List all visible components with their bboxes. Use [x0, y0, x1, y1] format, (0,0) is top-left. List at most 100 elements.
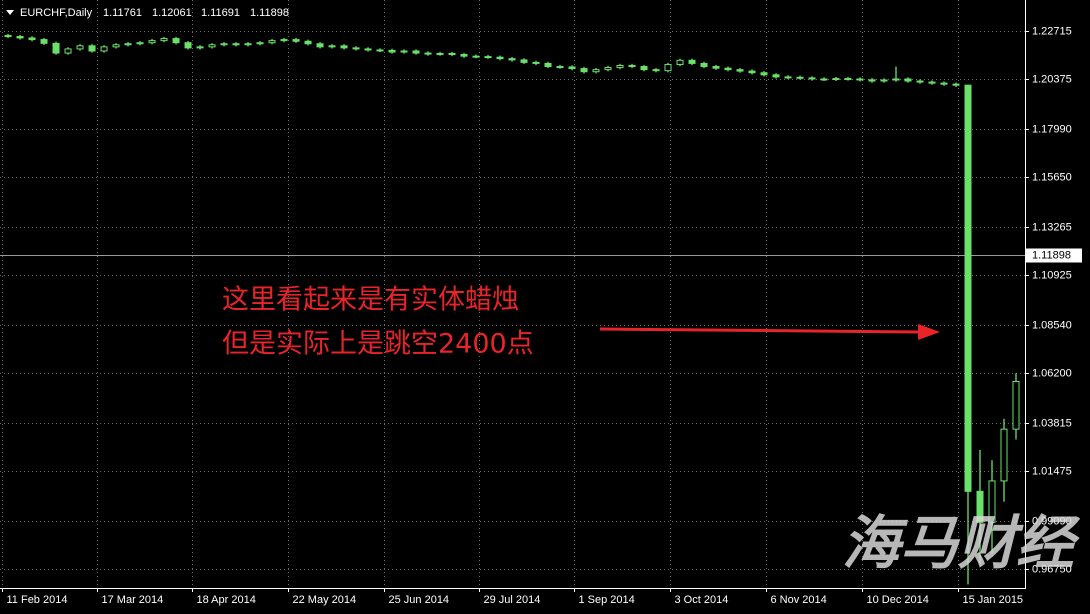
annotation: 但是实际上是跳空2400点 [222, 329, 534, 360]
x-tick-label: 11 Feb 2014 [7, 594, 68, 606]
candle-body [400, 50, 408, 53]
candle-body [124, 43, 132, 46]
candle-body [652, 69, 660, 72]
candle-body [616, 64, 624, 69]
candle-body [964, 84, 972, 492]
candle-body [256, 42, 264, 45]
arrow-head [918, 324, 940, 340]
candle-body [928, 81, 936, 84]
candle-body [376, 49, 384, 52]
candle-body [760, 72, 768, 76]
menu-triangle[interactable] [6, 10, 14, 15]
candle-body [112, 44, 120, 48]
candle-body [568, 66, 576, 70]
candle-body [580, 68, 588, 73]
x-tick-label: 17 Mar 2014 [102, 594, 164, 606]
candle-body [232, 43, 240, 46]
candle-body [1000, 428, 1008, 482]
watermark: 海马财经 [842, 509, 1081, 577]
candle-body [856, 78, 864, 81]
candle-body [628, 64, 636, 68]
header-low: 1.11691 [201, 7, 240, 19]
candle-body [292, 39, 300, 42]
candle-body [16, 35, 24, 39]
price-tag-label: 1.11898 [1032, 249, 1071, 261]
candle-body [664, 63, 672, 72]
candle-body [688, 59, 696, 64]
candle-body [604, 67, 612, 71]
x-tick-label: 15 Jan 2015 [963, 594, 1024, 606]
x-tick-label: 3 Oct 2014 [675, 594, 729, 606]
candle-body [880, 79, 888, 82]
candle-body [988, 480, 996, 523]
candle-body [772, 74, 780, 78]
candle-body [952, 83, 960, 86]
candle-body [700, 62, 708, 68]
candle-body [676, 59, 684, 65]
axis-labels: 1.22715 1.20375 1.17990 1.15650 1.13265 1.109… [7, 25, 1082, 606]
candle-body [244, 43, 252, 46]
candle-body [832, 78, 840, 81]
x-tick-label: 22 May 2014 [293, 594, 357, 606]
candle-body [184, 42, 192, 49]
candle-body [196, 46, 204, 49]
candle-body [136, 42, 144, 45]
candle-body [820, 78, 828, 81]
candle-body [364, 48, 372, 51]
candle-body [532, 61, 540, 64]
header-high: 1.12061 [152, 7, 192, 19]
y-tick-label: 1.08540 [1032, 319, 1072, 331]
candle-body [460, 54, 468, 57]
price-tag [1026, 248, 1082, 263]
candles [4, 33, 1020, 585]
x-tick-label: 18 Apr 2014 [197, 594, 256, 606]
candle-body [844, 78, 852, 81]
candle-body [88, 45, 96, 52]
annotation: 这里看起来是有实体蜡烛 [222, 285, 519, 316]
candle-body [544, 62, 552, 68]
candle-body [916, 80, 924, 83]
y-tick-label: 1.22715 [1032, 25, 1072, 37]
arrow-shaft [599, 327, 923, 334]
candle-body [424, 52, 432, 55]
candle-body [556, 66, 564, 69]
candle-body [640, 66, 648, 71]
x-tick-label: 29 Jul 2014 [484, 594, 541, 606]
candle-body [508, 58, 516, 61]
grid [0, 0, 1029, 592]
candle-body [304, 40, 312, 45]
candle-body [4, 34, 12, 37]
candle-body [940, 82, 948, 85]
candle-body [808, 77, 816, 80]
candle-body [904, 78, 912, 82]
candle-body [1012, 380, 1020, 430]
candle-body [172, 38, 180, 44]
candle-body [316, 43, 324, 48]
candle-body [868, 79, 876, 82]
y-tick-label: 1.20375 [1032, 73, 1072, 85]
x-tick-label: 6 Nov 2014 [771, 594, 827, 606]
candle-body [388, 49, 396, 53]
candle-body [280, 39, 288, 42]
candle-body [472, 55, 480, 58]
candle-body [64, 48, 72, 54]
candle-body [160, 38, 168, 42]
y-tick-label: 0.99090 [1032, 515, 1072, 527]
candle-body [784, 76, 792, 79]
candle-body [76, 45, 84, 50]
candle-body [736, 69, 744, 72]
symbol: EURCHF,Daily [20, 7, 93, 19]
candle-body [340, 45, 348, 49]
candle-body [724, 67, 732, 71]
x-tick-label: 1 Sep 2014 [579, 594, 635, 606]
candle-body [220, 43, 228, 46]
candle-body [52, 42, 60, 54]
y-tick-label: 1.10925 [1032, 269, 1072, 281]
candle-body [484, 56, 492, 59]
candle-body [520, 59, 528, 63]
candle-body [100, 46, 108, 52]
y-tick-label: 1.03815 [1032, 417, 1072, 429]
x-tick-label: 25 Jun 2014 [389, 594, 450, 606]
